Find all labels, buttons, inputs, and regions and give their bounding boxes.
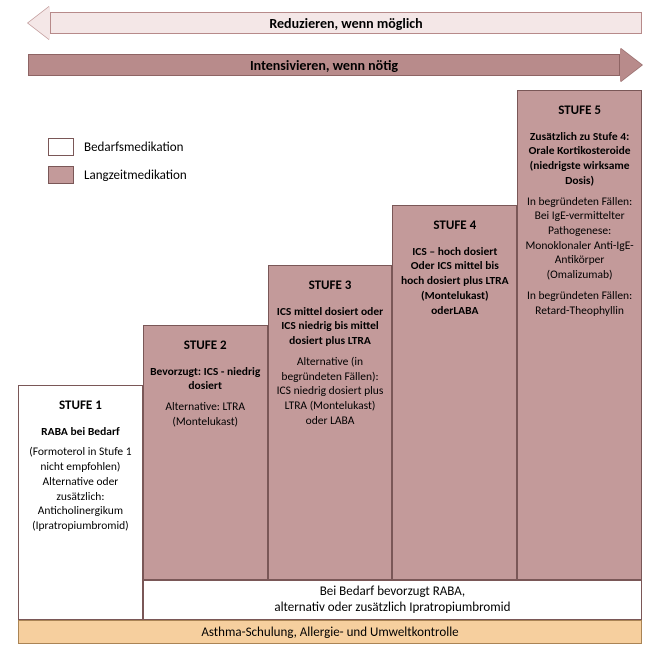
step-5: STUFE 5 Zusätzlich zu Stufe 4: Orale Kor… xyxy=(517,90,642,580)
step-2: STUFE 2 Bevorzugt: ICS - niedrig dosiert… xyxy=(143,325,268,580)
step-lead: ICS mittel dosiert oder ICS niedrig bis … xyxy=(275,305,386,349)
step-lead: RABA bei Bedarf xyxy=(41,425,120,440)
step-title: STUFE 4 xyxy=(433,218,476,235)
step-title: STUFE 1 xyxy=(59,398,102,415)
step-body: Alternative (in begründeten Fällen): ICS… xyxy=(275,355,386,429)
arrow-reduce-label: Reduzieren, wenn möglich xyxy=(269,15,422,32)
step-title: STUFE 2 xyxy=(184,338,227,355)
step-lead: Zusätzlich zu Stufe 4: Orale Kortikoster… xyxy=(524,130,635,189)
step-1: STUFE 1 RABA bei Bedarf (Formoterol in S… xyxy=(18,385,143,620)
arrow-intensify: Intensivieren, wenn nötig xyxy=(28,48,642,82)
step-lead: Bevorzugt: ICS - niedrig dosiert xyxy=(150,365,261,394)
step-body: (Formoterol in Stufe 1 nicht empfohlen) … xyxy=(25,445,136,533)
arrow-intensify-label: Intensivieren, wenn nötig xyxy=(250,57,398,74)
step-body2: In begründeten Fällen: Retard-Theophylli… xyxy=(524,289,635,318)
arrow-reduce: Reduzieren, wenn möglich xyxy=(28,6,642,40)
need-box: Bei Bedarf bevorzugt RABA, alternativ od… xyxy=(143,580,642,620)
base-label: Asthma-Schulung, Allergie- und Umweltkon… xyxy=(201,625,458,640)
need-line2: alternativ oder zusätzlich Ipratropiumbr… xyxy=(274,600,510,615)
step-title: STUFE 5 xyxy=(558,103,601,120)
step-3: STUFE 3 ICS mittel dosiert oder ICS nied… xyxy=(268,265,393,580)
step-body: In begründeten Fällen: Bei IgE-vermittel… xyxy=(524,195,635,283)
arrow-intensify-head xyxy=(620,48,642,82)
step-body: Alternative: LTRA (Montelukast) xyxy=(150,400,261,429)
base-bar: Asthma-Schulung, Allergie- und Umweltkon… xyxy=(18,620,642,644)
step-diagram: STUFE 1 RABA bei Bedarf (Formoterol in S… xyxy=(18,90,642,644)
arrow-reduce-body: Reduzieren, wenn möglich xyxy=(50,12,642,34)
arrow-reduce-head xyxy=(28,6,50,40)
arrow-intensify-body: Intensivieren, wenn nötig xyxy=(28,54,620,76)
need-line1: Bei Bedarf bevorzugt RABA, xyxy=(320,584,465,599)
step-title: STUFE 3 xyxy=(309,278,352,295)
step-4: STUFE 4 ICS – hoch dosiert Oder ICS mitt… xyxy=(392,205,517,580)
step-lead: ICS – hoch dosiert Oder ICS mittel bis h… xyxy=(399,245,510,319)
